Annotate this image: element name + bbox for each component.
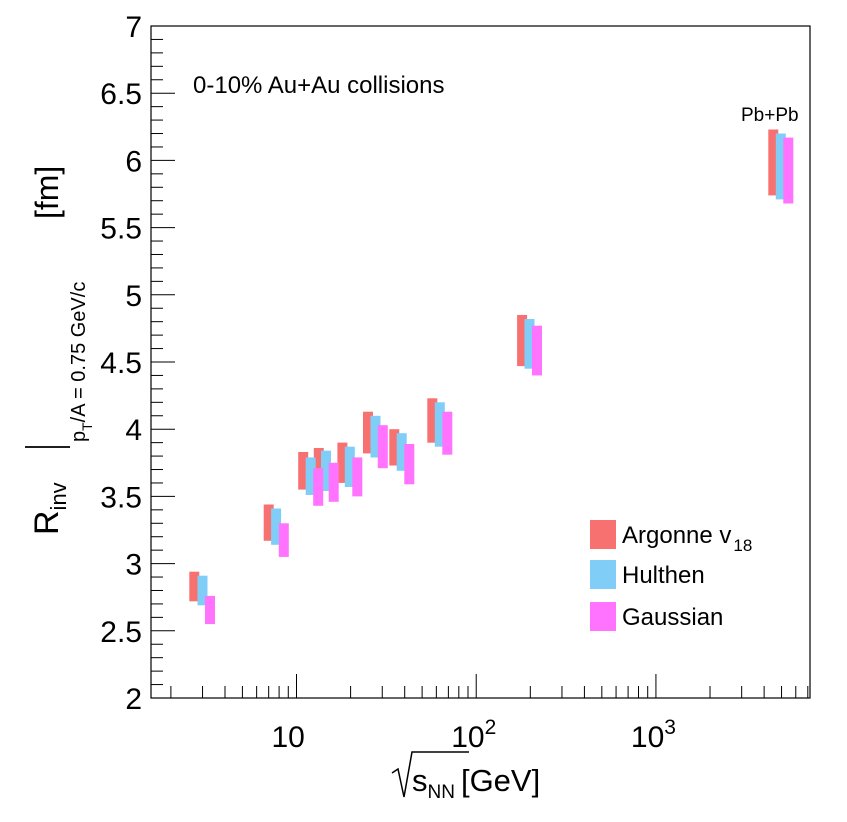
band-2-3 (328, 462, 339, 502)
band-2-4 (352, 457, 363, 497)
x-tick-label-base-0: 10 (272, 721, 305, 754)
band-1-0 (197, 575, 208, 606)
legend-label-1: Hulthen (622, 562, 705, 589)
x-tick-label-exp-1: 2 (485, 716, 497, 739)
y-axis-cond-var: p (68, 431, 90, 442)
band-1-3 (321, 450, 331, 491)
band-1-5 (370, 415, 381, 458)
y-tick-label-3: 3.5 (100, 481, 142, 514)
pbpb-label: Pb+Pb (741, 105, 799, 126)
legend-label-2: Gaussian (622, 604, 723, 631)
y-axis-var: R (28, 510, 66, 535)
y-tick-label-8: 6 (125, 145, 142, 178)
x-tick-label-1: 102 (451, 716, 496, 754)
x-tick-label-0: 10 (272, 721, 305, 754)
band-1-7 (434, 402, 445, 447)
y-axis-cond-sub: T (79, 422, 95, 431)
legend-swatch-1 (590, 560, 616, 589)
y-tick-label-4: 4 (125, 414, 142, 447)
y-axis-sub: inv (46, 482, 71, 510)
band-1-2 (305, 457, 316, 495)
sqrt-symbol (391, 751, 469, 798)
x-axis-unit: [GeV] (461, 763, 540, 798)
x-tick-label-base-2: 10 (631, 721, 664, 754)
y-tick-label-5: 4.5 (100, 347, 142, 380)
band-0-8 (517, 315, 528, 367)
y-axis-title: Rinv pT/A = 0.75 GeV/c [fm] (25, 166, 95, 535)
band-0-2 (298, 452, 309, 490)
y-tick-label-9: 6.5 (100, 78, 142, 111)
band-0-1 (263, 504, 274, 541)
y-axis-cond-rest: /A = 0.75 GeV/c (68, 282, 90, 423)
y-axis-condition: pT/A = 0.75 GeV/c (68, 282, 95, 442)
band-0-6 (389, 429, 400, 466)
legend-label-sub-0: 18 (733, 536, 752, 555)
y-tick-label-0: 2 (125, 683, 142, 716)
plot-frame (150, 25, 811, 699)
band-0-5 (363, 411, 373, 454)
band-0-9 (768, 129, 779, 196)
y-axis-unit: [fm] (29, 166, 65, 219)
y-tick-label-1: 2.5 (100, 616, 142, 649)
y-tick-label-2: 3 (125, 549, 142, 582)
legend: Argonne v 18 Hulthen Gaussian (590, 520, 752, 631)
legend-label-text-2: Gaussian (622, 604, 723, 631)
band-1-4 (344, 446, 355, 487)
legend-label-text-0: Argonne v (622, 522, 731, 549)
legend-swatch-0 (590, 520, 616, 549)
band-2-9 (783, 137, 794, 204)
series-argonne-v18 (189, 129, 779, 602)
band-2-6 (404, 444, 415, 485)
band-0-3 (313, 448, 324, 486)
bands-layer (189, 129, 794, 625)
y-tick-label-6: 5 (125, 280, 142, 313)
y-axis-title-text: Rinv (28, 482, 71, 535)
x-tick-label-2: 103 (631, 716, 676, 754)
band-2-7 (442, 411, 453, 455)
y-tick-label-10: 7 (125, 11, 142, 44)
x-axis-sub: NN (428, 782, 455, 803)
band-2-5 (377, 425, 388, 469)
legend-label-0: Argonne v 18 (622, 522, 752, 555)
band-2-2 (313, 468, 324, 506)
band-1-8 (524, 319, 535, 369)
x-tick-label-exp-2: 3 (664, 716, 676, 739)
band-2-1 (278, 523, 289, 557)
band-0-0 (189, 571, 200, 602)
x-axis-title-text: sNN [GeV] (412, 763, 540, 803)
band-1-6 (396, 433, 407, 471)
x-tick-label-base-1: 10 (451, 721, 484, 754)
band-1-1 (271, 508, 282, 545)
band-2-0 (205, 595, 215, 625)
legend-label-text-1: Hulthen (622, 562, 705, 589)
band-0-7 (427, 398, 438, 443)
annotation-text: 0-10% Au+Au collisions (193, 72, 444, 99)
series-gaussian (205, 137, 794, 625)
x-axis-sqrt-var: s (412, 763, 428, 798)
band-2-8 (532, 325, 542, 376)
legend-swatch-2 (590, 602, 616, 631)
series-hulthen (197, 133, 786, 606)
band-0-4 (337, 442, 348, 483)
band-1-9 (775, 133, 786, 200)
y-tick-label-7: 5.5 (100, 213, 142, 246)
x-axis-title: sNN [GeV] (391, 751, 540, 803)
